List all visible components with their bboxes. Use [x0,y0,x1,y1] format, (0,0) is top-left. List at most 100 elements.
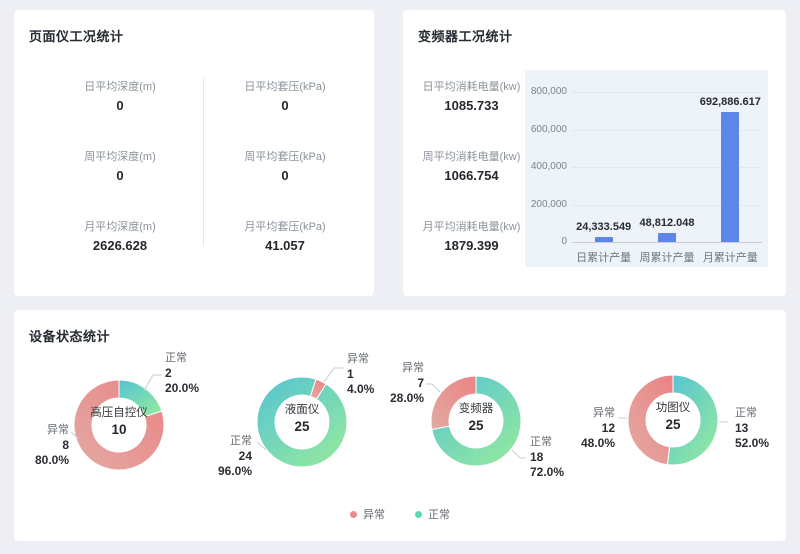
gridline [572,242,762,243]
donut-callout-abnormal: 异常 12 48.0% [525,406,615,451]
bar-3[interactable] [721,112,740,242]
slice-label: 正常 [165,352,187,364]
legend-item-normal[interactable]: 正常 [415,506,450,522]
panel-title-gauge: 页面仪工况统计 [29,29,124,44]
slice-label: 正常 [530,436,552,448]
slice-percent: 72.0% [530,465,565,479]
stat-value: 0 [116,168,124,183]
slice-percent: 48.0% [580,436,615,450]
slice-count: 24 [238,449,252,463]
stat-weekly-casing-pressure: 周平均套压(kPa) 0 [215,150,355,183]
bar-2[interactable] [658,232,676,242]
panel-gauge-stats: 页面仪工况统计 日平均深度(m) 0 日平均套压(kPa) 0 周平均深度(m)… [14,10,374,296]
donut-callout-normal: 正常 2 20.0% [165,351,255,396]
stat-value: 1066.754 [444,168,499,183]
legend-label: 异常 [363,509,385,521]
stat-label: 月平均套压(kPa) [244,221,326,233]
donut-slice-abnormal[interactable] [73,379,165,471]
donut-slice-normal[interactable] [256,376,348,468]
x-axis-label: 日累计产量 [576,252,632,264]
device-name: 变频器 [458,403,494,415]
donut-slice-normal[interactable] [666,374,719,466]
stat-label: 月平均深度(m) [84,221,156,233]
slice-label: 异常 [402,362,424,374]
slice-percent: 96.0% [217,464,252,478]
gridline [572,92,762,93]
leader-line [256,441,267,451]
x-axis-label: 周累计产量 [639,252,695,264]
slice-count: 1 [347,367,354,381]
slice-label: 异常 [347,353,369,365]
stat-label: 日平均消耗电量(kw) [422,81,521,93]
device-name: 功图仪 [655,402,691,414]
donut-slice-abnormal[interactable] [430,375,477,431]
legend-label: 正常 [428,509,450,521]
stat-value: 0 [116,98,124,113]
slice-count: 7 [417,376,424,390]
stat-daily-consumed-power: 日平均消耗电量(kw) 1085.733 [409,80,534,113]
bar-1[interactable] [594,237,613,242]
stat-monthly-depth: 月平均深度(m) 2626.628 [50,220,190,253]
slice-label: 异常 [47,424,69,436]
donut-chart-1 [70,374,165,471]
donut-chart-4 [618,374,728,466]
donut-chart-3 [426,375,526,467]
stat-value: 41.057 [265,238,305,253]
leader-line [426,383,441,393]
bar-value-label: 48,812.048 [639,216,695,229]
bar-value-label: 24,333.549 [576,221,632,234]
y-axis-tick: 200,000 [530,198,567,210]
stat-value: 2626.628 [92,238,148,253]
legend-item-abnormal[interactable]: 异常 [350,506,385,522]
device-name: 高压自控仪 [90,407,148,419]
donut-callout-normal: 正常 18 72.0% [530,435,620,480]
slice-count: 12 [601,421,615,435]
stat-monthly-consumed-power: 月平均消耗电量(kw) 1879.399 [409,220,534,253]
donut-callout-abnormal: 异常 8 80.0% [0,423,69,468]
device-name: 液面仪 [284,404,320,416]
y-axis-tick: 0 [561,236,567,247]
slice-label: 异常 [593,407,615,419]
donut-slice-normal[interactable] [431,375,522,467]
leader-line [511,449,526,459]
bar-value-label: 692,886.617 [699,96,761,109]
gridline [572,204,762,206]
donut-chart-2 [256,367,348,468]
stat-value: 1879.399 [444,238,499,253]
stat-label: 月平均消耗电量(kw) [422,221,521,233]
device-total: 25 [665,417,681,432]
slice-percent: 20.0% [165,381,200,395]
donut-slice-abnormal[interactable] [627,374,674,466]
slice-label: 正常 [735,407,757,419]
donut-callout-normal: 正常 13 52.0% [735,406,800,451]
y-axis-tick: 400,000 [530,161,567,172]
stat-label: 周平均套压(kPa) [244,151,326,163]
status-legend: 异常 正常 [14,506,786,522]
donut-center-label: 变频器 25 [431,401,521,434]
panel-title-inverter: 变频器工况统计 [418,29,513,44]
stat-label: 日平均套压(kPa) [244,81,326,93]
stat-label: 周平均深度(m) [84,151,156,163]
slice-count: 2 [165,366,172,380]
stat-value: 0 [281,168,289,183]
donut-callout-abnormal: 异常 7 28.0% [334,361,424,406]
y-axis-tick: 800,000 [530,86,567,97]
gridline [572,167,762,168]
normal-dot-icon [415,510,422,518]
slice-percent: 52.0% [735,436,770,450]
slice-count: 8 [62,438,69,452]
device-total: 25 [294,419,310,434]
production-bar-chart: 0 200,000 400,000 600,000 800,000 24,333.549 日… [525,70,768,267]
stat-value: 1085.733 [444,98,499,113]
device-total: 25 [468,418,484,433]
slice-count: 13 [735,421,749,435]
donut-center-label: 功图仪 25 [628,400,718,433]
stat-monthly-casing-pressure: 月平均套压(kPa) 41.057 [215,220,355,253]
slice-label: 正常 [230,435,252,447]
gridline [572,129,762,131]
slice-percent: 80.0% [34,453,69,467]
device-total: 10 [111,422,127,437]
stat-label: 周平均消耗电量(kw) [422,151,521,163]
slice-percent: 28.0% [389,391,424,405]
stat-weekly-consumed-power: 周平均消耗电量(kw) 1066.754 [409,150,534,183]
